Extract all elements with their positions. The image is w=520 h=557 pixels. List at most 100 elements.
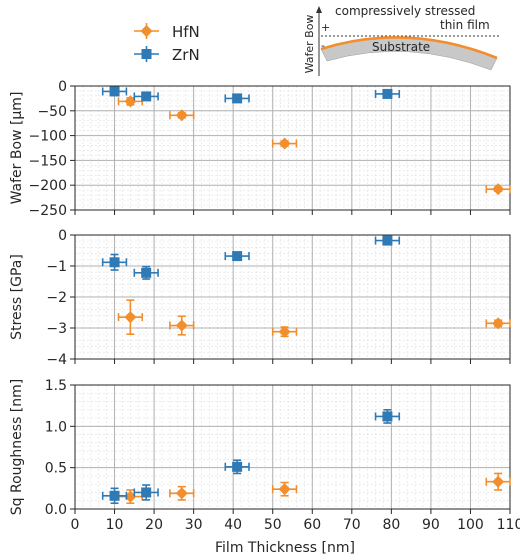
wafer-bow-axes-frame bbox=[74, 85, 511, 211]
stress-zrn-point bbox=[224, 251, 250, 262]
hfn-diamond-marker bbox=[492, 183, 505, 196]
xlabel-film-thickness: Film Thickness [nm] bbox=[215, 540, 355, 556]
zrn-square-marker bbox=[109, 490, 120, 501]
stress-zrn-point bbox=[101, 253, 128, 271]
zrn-square-marker bbox=[232, 93, 243, 104]
panel-roughness: 0.0 0.5 1.0 1.5 0 10 20 30 40 50 60 70 80 90 100 110 bbox=[45, 378, 520, 533]
inset-film-label-2: thin film bbox=[440, 18, 490, 32]
ylabel-wafer-bow: Wafer Bow [µm] bbox=[9, 92, 25, 205]
hfn-diamond-marker bbox=[492, 475, 505, 488]
hfn-diamond-marker bbox=[278, 483, 291, 496]
roughness-zrn-point bbox=[133, 484, 159, 501]
inset-film-curve bbox=[320, 36, 498, 60]
zrn-square-marker bbox=[232, 461, 243, 472]
roughness-ytick-label: 1.0 bbox=[45, 419, 67, 435]
inset-plus-sign: + bbox=[321, 21, 330, 34]
hfn-diamond-marker bbox=[175, 487, 188, 500]
wafer-bow-ytick-label: −100 bbox=[29, 129, 67, 145]
stress-zrn-point bbox=[133, 265, 159, 280]
roughness-zrn-point bbox=[101, 487, 128, 505]
inset-schematic: Wafer Bow + - compressively stressed thi… bbox=[303, 4, 500, 76]
legend-zrn-label: ZrN bbox=[172, 46, 200, 64]
stress-hfn-point bbox=[485, 317, 511, 330]
panel-stress: 0 −1 −2 −3 −4 bbox=[46, 228, 511, 368]
zrn-square-marker bbox=[382, 235, 393, 246]
wafer-bow-ytick-label: 0 bbox=[58, 79, 67, 95]
zrn-square-marker bbox=[382, 411, 393, 422]
roughness-zrn-point bbox=[224, 459, 250, 475]
ylabel-stress: Stress [GPa] bbox=[9, 254, 25, 340]
inset-minus-sign: - bbox=[321, 39, 325, 52]
wafer-bow-ytick-label: −50 bbox=[37, 104, 67, 120]
inset-substrate-label: Substrate bbox=[372, 40, 430, 54]
wafer-bow-zrn-point bbox=[133, 91, 159, 102]
zrn-square-marker bbox=[141, 91, 152, 102]
wafer-bow-ytick-label: −250 bbox=[29, 203, 67, 219]
wafer-bow-ytick-label: −150 bbox=[29, 153, 67, 169]
hfn-diamond-marker bbox=[175, 109, 188, 122]
hfn-diamond-marker bbox=[124, 95, 137, 108]
roughness-xtick-label: 90 bbox=[422, 517, 440, 533]
inset-axis-arrow bbox=[316, 6, 322, 13]
wafer-bow-hfn-point bbox=[485, 183, 511, 196]
roughness-ytick-label: 0.5 bbox=[45, 461, 67, 477]
roughness-xtick-label: 70 bbox=[343, 517, 361, 533]
wafer-bow-ytick-label: −200 bbox=[29, 178, 67, 194]
roughness-xtick-label: 100 bbox=[457, 517, 484, 533]
legend: HfN ZrN bbox=[134, 23, 200, 64]
roughness-xtick-label: 50 bbox=[264, 517, 282, 533]
stress-ytick-label: 0 bbox=[58, 228, 67, 244]
legend-hfn-label: HfN bbox=[172, 23, 200, 41]
roughness-xtick-label: 20 bbox=[145, 517, 163, 533]
roughness-ytick-label: 0.0 bbox=[45, 502, 67, 518]
roughness-xtick-label: 80 bbox=[382, 517, 400, 533]
legend-item-zrn: ZrN bbox=[134, 46, 200, 64]
roughness-xtick-label: 40 bbox=[224, 517, 242, 533]
zrn-square-marker bbox=[141, 267, 152, 278]
stress-hfn-point bbox=[169, 315, 195, 336]
wafer-bow-zrn-point bbox=[374, 88, 401, 99]
wafer-bow-zrn-point bbox=[224, 93, 250, 104]
hfn-diamond-marker bbox=[124, 490, 137, 503]
wafer-bow-zrn-point bbox=[101, 86, 128, 97]
hfn-diamond-marker bbox=[278, 137, 291, 150]
stress-ytick-label: −4 bbox=[46, 352, 67, 368]
ylabel-roughness: Sq Roughness [nm] bbox=[9, 379, 25, 515]
inset-film-label-1: compressively stressed bbox=[335, 4, 475, 18]
wafer-bow-hfn-point bbox=[169, 109, 195, 122]
stress-ytick-label: −2 bbox=[46, 290, 67, 306]
legend-item-hfn: HfN bbox=[134, 23, 200, 41]
stress-zrn-point bbox=[374, 235, 401, 246]
zrn-square-marker bbox=[232, 251, 243, 262]
legend-zrn-marker bbox=[141, 49, 152, 59]
roughness-hfn-point bbox=[169, 485, 195, 501]
roughness-xtick-label: 10 bbox=[106, 517, 124, 533]
roughness-axes-frame bbox=[74, 384, 511, 510]
roughness-xtick-label: 0 bbox=[71, 517, 80, 533]
panel-wafer-bow: 0 −50 −100 −150 −200 −250 bbox=[29, 79, 511, 219]
roughness-hfn-point bbox=[271, 481, 298, 497]
legend-hfn-marker bbox=[140, 25, 153, 37]
stress-ytick-label: −3 bbox=[46, 321, 67, 337]
zrn-square-marker bbox=[109, 86, 120, 97]
hfn-diamond-marker bbox=[124, 311, 137, 324]
zrn-square-marker bbox=[141, 487, 152, 498]
roughness-hfn-point bbox=[485, 472, 511, 491]
roughness-xtick-label: 110 bbox=[497, 517, 520, 533]
roughness-zrn-point bbox=[374, 408, 401, 424]
hfn-diamond-marker bbox=[278, 325, 291, 338]
stress-hfn-point bbox=[271, 325, 298, 338]
wafer-bow-hfn-point bbox=[117, 95, 144, 108]
wafer-bow-hfn-point bbox=[271, 137, 298, 150]
stress-ytick-label: −1 bbox=[46, 259, 67, 275]
roughness-ytick-label: 1.5 bbox=[45, 378, 67, 394]
zrn-square-marker bbox=[382, 88, 393, 99]
roughness-xtick-label: 60 bbox=[303, 517, 321, 533]
stress-hfn-point bbox=[117, 299, 144, 336]
roughness-xtick-label: 30 bbox=[185, 517, 203, 533]
zrn-square-marker bbox=[109, 257, 120, 268]
hfn-diamond-marker bbox=[492, 317, 505, 330]
hfn-diamond-marker bbox=[175, 319, 188, 332]
inset-axis-label: Wafer Bow bbox=[303, 15, 316, 74]
